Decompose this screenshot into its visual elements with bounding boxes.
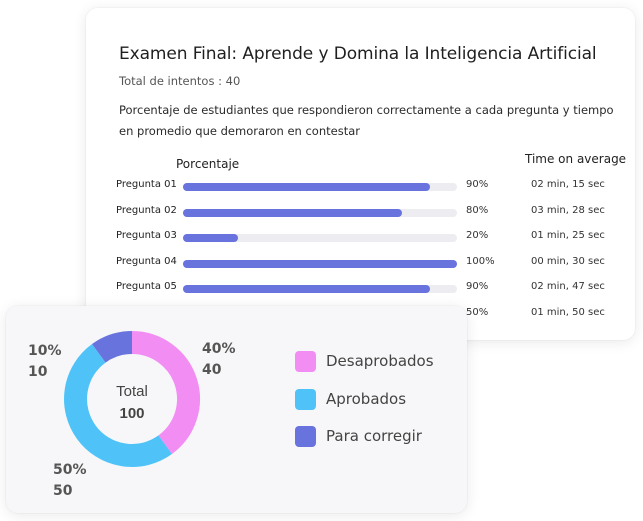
question-label: Pregunta 05	[116, 281, 177, 292]
question-row: Pregunta 03 20% 01 min, 25 sec	[86, 228, 635, 248]
para-corregir-data-label: 10% 10	[28, 341, 62, 383]
question-row: Pregunta 04 100% 00 min, 30 sec	[86, 254, 635, 274]
segment-count: 40	[202, 362, 222, 378]
question-time: 03 min, 28 sec	[531, 205, 605, 216]
donut-segment-desaprobados	[131, 331, 200, 455]
percent-column-header: Porcentaje	[176, 157, 240, 171]
legend-label: Desaprobados	[326, 352, 434, 370]
legend-swatch	[295, 389, 316, 410]
exam-description: Porcentaje de estudiantes que respondier…	[119, 103, 614, 138]
time-column-header: Time on average	[525, 152, 627, 166]
segment-percent: 50%	[53, 462, 87, 478]
results-donut-chart: Total 100	[64, 331, 200, 467]
progress-fill	[183, 285, 430, 293]
question-time: 01 min, 50 sec	[531, 307, 605, 318]
progress-track	[183, 209, 457, 217]
question-label: Pregunta 03	[116, 230, 177, 241]
segment-percent: 40%	[202, 341, 236, 357]
question-time: 00 min, 30 sec	[531, 256, 605, 267]
question-label: Pregunta 01	[116, 179, 177, 190]
question-percent: 90%	[466, 179, 489, 190]
question-time: 02 min, 47 sec	[531, 281, 605, 292]
segment-count: 50	[53, 483, 73, 499]
progress-track	[183, 260, 457, 268]
progress-fill	[183, 209, 403, 217]
progress-track	[183, 234, 457, 242]
results-card: Total 100 40% 40 10% 10 50% 50 Desaproba…	[6, 306, 467, 513]
progress-track	[183, 285, 457, 293]
segment-count: 10	[28, 364, 48, 380]
question-percent: 50%	[466, 307, 489, 318]
question-time: 02 min, 15 sec	[531, 179, 605, 190]
donut-center-label: Total	[116, 383, 148, 400]
question-percent: 90%	[466, 281, 489, 292]
aprobados-data-label: 50% 50	[53, 460, 87, 502]
desaprobados-data-label: 40% 40	[202, 339, 236, 381]
legend-label: Aprobados	[326, 390, 407, 408]
question-row: Pregunta 01 90% 02 min, 15 sec	[86, 177, 635, 197]
question-percent: 20%	[466, 230, 489, 241]
progress-fill	[183, 234, 238, 242]
donut-center-value: 100	[119, 405, 144, 422]
total-attempts: Total de intentos : 40	[119, 74, 241, 88]
question-label: Pregunta 02	[116, 205, 177, 216]
question-percent: 80%	[466, 205, 489, 216]
exam-stats-card: Examen Final: Aprende y Domina la Inteli…	[86, 8, 635, 340]
donut-segment-para-corregir	[92, 331, 133, 363]
progress-track	[183, 183, 457, 191]
progress-fill	[183, 260, 457, 268]
legend-swatch	[295, 426, 316, 447]
progress-fill	[183, 183, 430, 191]
exam-title: Examen Final: Aprende y Domina la Inteli…	[119, 44, 597, 64]
question-time: 01 min, 25 sec	[531, 230, 605, 241]
segment-percent: 10%	[28, 343, 62, 359]
legend-swatch	[295, 351, 316, 372]
question-label: Pregunta 04	[116, 256, 177, 267]
legend-label: Para corregir	[326, 427, 422, 445]
donut-segment-aprobados	[64, 344, 172, 467]
question-row: Pregunta 02 80% 03 min, 28 sec	[86, 203, 635, 223]
question-row: Pregunta 05 90% 02 min, 47 sec	[86, 279, 635, 299]
question-percent: 100%	[466, 256, 495, 267]
